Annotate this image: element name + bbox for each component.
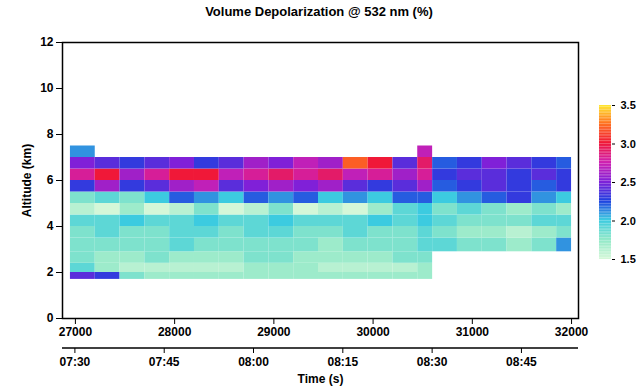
svg-text:4: 4 [47,219,54,233]
svg-text:29000: 29000 [257,325,291,339]
svg-text:12: 12 [40,35,54,49]
svg-text:3.0: 3.0 [621,138,636,150]
svg-text:1.5: 1.5 [621,253,636,265]
svg-text:8: 8 [47,127,54,141]
svg-text:07:30: 07:30 [60,355,91,369]
svg-text:08:45: 08:45 [506,355,537,369]
svg-text:2.5: 2.5 [621,176,636,188]
svg-text:30000: 30000 [356,325,390,339]
svg-text:31000: 31000 [456,325,490,339]
svg-text:0: 0 [47,311,54,325]
svg-text:3.5: 3.5 [621,99,636,111]
svg-text:08:30: 08:30 [417,355,448,369]
html-text:Volume Depolarization @ 532 nm: Volume Depolarization @ 532 nm (%) [205,4,433,19]
svg-text:07:45: 07:45 [149,355,180,369]
svg-text:Time (s): Time (s) [298,372,344,386]
svg-text:10: 10 [40,81,54,95]
svg-text:08:15: 08:15 [327,355,358,369]
svg-text:27000: 27000 [59,325,93,339]
svg-text:2.0: 2.0 [621,215,636,227]
svg-text:6: 6 [47,173,54,187]
svg-text:28000: 28000 [158,325,192,339]
svg-text:Altitude (km): Altitude (km) [20,144,34,217]
svg-text:08:00: 08:00 [238,355,269,369]
svg-text:32000: 32000 [555,325,589,339]
svg-text:2: 2 [47,265,54,279]
